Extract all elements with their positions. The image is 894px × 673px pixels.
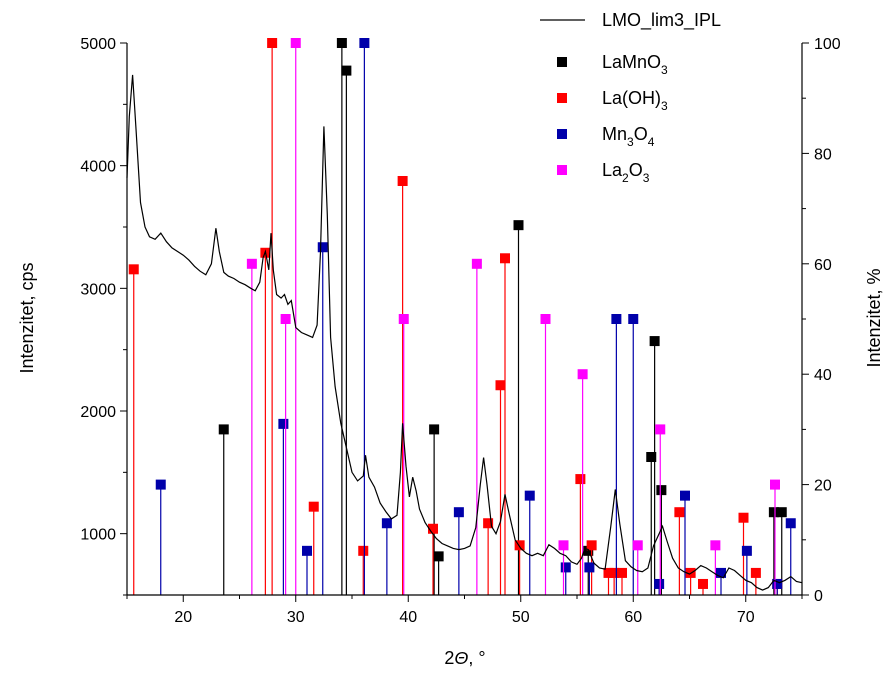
y-right-tick-label: 0 — [814, 588, 823, 605]
y-right-tick-label: 100 — [814, 36, 841, 53]
reference-peak-marker — [381, 518, 392, 529]
reference-peak-marker — [628, 314, 639, 324]
legend-marker — [557, 93, 567, 103]
reference-peak-marker — [738, 512, 749, 523]
reference-peak-marker — [246, 258, 257, 269]
reference-peak-marker — [218, 424, 229, 435]
reference-peak-marker — [471, 258, 482, 269]
reference-series-3 — [246, 38, 780, 595]
reference-peak-marker — [584, 562, 595, 573]
reference-peak-marker — [785, 518, 796, 529]
reference-peak-marker — [776, 507, 787, 518]
reference-peak-marker — [359, 38, 370, 48]
axes-layer: 20 30 40 50 60 70 1000 2000 3000 4000 5000 0 20 40 60 8… — [80, 36, 840, 626]
legend: LMO_lim3_IPL LaMnO3 La(OH)3 Mn3O4 La2O3 — [540, 10, 721, 185]
y-left-axis-title: Intenzitet, cps — [17, 262, 37, 373]
reference-peak-marker — [278, 418, 289, 429]
reference-peak-marker — [772, 578, 783, 589]
x-tick-label: 60 — [624, 609, 642, 626]
legend-label-pattern: LMO_lim3_IPL — [602, 10, 721, 31]
reference-peak-marker — [698, 578, 708, 589]
reference-peak-marker — [611, 314, 622, 324]
reference-peak-marker — [680, 490, 690, 501]
legend-label-0: LaMnO3 — [602, 52, 668, 77]
reference-peak-marker — [558, 540, 569, 551]
reference-peak-marker — [495, 380, 506, 391]
reference-peak-marker — [770, 479, 780, 490]
reference-peak-marker — [540, 314, 551, 324]
x-axis-title: 2Θ, ° — [444, 648, 485, 668]
y-right-axis-title: Intenzitet, % — [864, 268, 884, 367]
y-right-tick-label: 20 — [814, 478, 832, 495]
reference-peak-marker — [560, 562, 571, 573]
reference-peak-marker — [336, 38, 347, 48]
y-left-tick-label: 4000 — [80, 159, 116, 176]
reference-peak-marker — [341, 65, 352, 76]
legend-label-2: Mn3O4 — [602, 124, 655, 149]
reference-peak-marker — [674, 507, 685, 518]
reference-peak-marker — [575, 474, 586, 485]
reference-peak-marker — [656, 485, 667, 496]
reference-peak-marker — [710, 540, 721, 551]
reference-peak-marker — [358, 545, 369, 556]
reference-peak-marker — [741, 545, 752, 556]
y-right-tick-label: 60 — [814, 257, 832, 274]
reference-peak-marker — [433, 551, 444, 562]
legend-marker — [557, 165, 567, 175]
reference-peak-marker — [655, 424, 666, 435]
y-left-tick-label: 3000 — [80, 281, 116, 298]
reference-peak-marker — [649, 336, 660, 347]
x-tick-label: 20 — [174, 609, 192, 626]
reference-peak-marker — [524, 490, 535, 501]
reference-peak-marker — [768, 507, 779, 518]
reference-peak-marker — [617, 567, 627, 578]
y-left-tick-label: 1000 — [80, 527, 116, 544]
reference-peak-marker — [429, 424, 440, 435]
reference-peak-marker — [513, 220, 524, 231]
y-right-tick-label: 40 — [814, 367, 832, 384]
legend-label-1: La(OH)3 — [602, 88, 668, 113]
reference-peaks-layer — [128, 38, 796, 595]
reference-peak-marker — [317, 242, 328, 253]
reference-peak-marker — [428, 523, 438, 534]
y-right-tick-label: 80 — [814, 146, 832, 163]
reference-peak-marker — [290, 38, 301, 48]
x-tick-label: 70 — [737, 609, 755, 626]
reference-peak-marker — [750, 567, 761, 578]
reference-peak-marker — [603, 567, 614, 578]
reference-peak-marker — [586, 540, 597, 551]
legend-marker — [557, 57, 567, 67]
reference-peak-marker — [577, 369, 588, 380]
reference-series-1 — [128, 38, 783, 595]
reference-peak-marker — [654, 578, 665, 589]
reference-peak-marker — [646, 452, 657, 462]
reference-peak-marker — [280, 314, 291, 324]
y-left-tick-label: 2000 — [80, 404, 116, 421]
reference-peak-marker — [398, 314, 409, 324]
legend-label-3: La2O3 — [602, 160, 650, 185]
reference-peak-marker — [302, 545, 312, 556]
reference-peak-marker — [632, 540, 643, 551]
reference-peak-marker — [397, 176, 408, 186]
reference-peak-marker — [514, 540, 525, 551]
reference-peak-marker — [155, 479, 166, 490]
pattern-line — [126, 74, 803, 591]
reference-peak-marker — [609, 567, 620, 578]
reference-peak-marker — [128, 264, 139, 275]
legend-marker — [557, 129, 567, 139]
y-left-tick-label: 5000 — [80, 36, 116, 53]
reference-peak-marker — [453, 507, 464, 518]
reference-peak-marker — [267, 38, 278, 48]
reference-peak-marker — [500, 253, 510, 264]
x-tick-label: 50 — [512, 609, 530, 626]
x-tick-label: 30 — [287, 609, 305, 626]
reference-peak-marker — [483, 518, 494, 529]
x-tick-label: 40 — [399, 609, 417, 626]
reference-peak-marker — [308, 501, 319, 512]
reference-peak-marker — [716, 567, 726, 578]
